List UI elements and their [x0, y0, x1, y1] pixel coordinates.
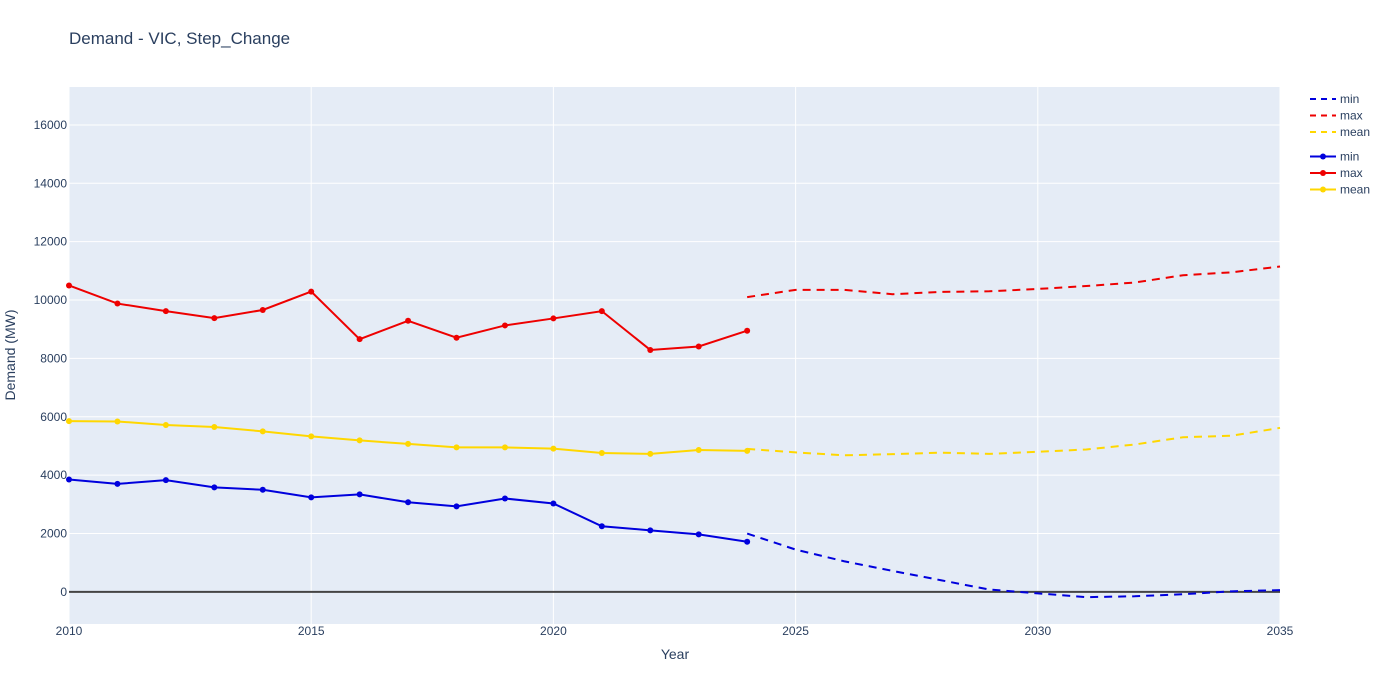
data-point: [211, 424, 218, 431]
data-point: [453, 334, 460, 341]
data-point: [598, 523, 605, 530]
legend-item-historical-max[interactable]: max: [1310, 166, 1363, 180]
series-historical-mean: [66, 418, 751, 457]
grid-lines: [68, 87, 1281, 624]
legend-item-projection-min[interactable]: min: [1310, 92, 1359, 106]
data-point: [501, 322, 508, 329]
data-point: [356, 437, 363, 444]
data-point: [550, 500, 557, 507]
legend-marker: [1320, 153, 1326, 160]
data-point: [695, 531, 702, 538]
data-point: [308, 494, 315, 501]
y-tick-label: 2000: [40, 527, 67, 541]
data-point: [647, 527, 654, 534]
x-tick-label: 2015: [298, 624, 325, 638]
data-point: [744, 327, 751, 334]
data-point: [162, 421, 169, 428]
data-point: [695, 343, 702, 350]
x-tick-label: 2030: [1024, 624, 1051, 638]
y-tick-label: 16000: [34, 118, 68, 132]
data-point: [695, 447, 702, 454]
x-axis-ticks: 2010 2015 2020 2025 2030 2035: [56, 624, 1294, 638]
y-axis-title: Demand (MW): [2, 309, 18, 400]
data-point: [405, 317, 412, 324]
x-tick-label: 2020: [540, 624, 567, 638]
x-axis-title: Year: [661, 646, 690, 662]
series-projection-mean: [747, 426, 1281, 457]
data-point: [647, 450, 654, 457]
data-point: [259, 428, 266, 435]
data-point: [356, 491, 363, 498]
series-historical-min: [66, 476, 751, 545]
legend-label: min: [1340, 150, 1359, 164]
legend-label: mean: [1340, 183, 1370, 197]
data-point: [405, 440, 412, 447]
y-tick-label: 8000: [40, 351, 67, 365]
data-point: [66, 476, 72, 483]
data-point: [501, 444, 508, 451]
x-tick-label: 2025: [782, 624, 809, 638]
data-point: [114, 418, 121, 425]
series-historical-max: [66, 282, 751, 353]
series-projection-min: [746, 532, 1281, 599]
data-point: [259, 306, 266, 313]
data-point: [308, 288, 315, 295]
data-point: [114, 300, 121, 307]
y-tick-label: 10000: [34, 293, 68, 307]
x-tick-label: 2010: [56, 624, 83, 638]
x-tick-label: 2035: [1267, 624, 1294, 638]
legend-item-historical-min[interactable]: min: [1310, 150, 1359, 164]
data-point: [66, 282, 72, 289]
data-point: [744, 447, 751, 454]
data-point: [308, 433, 315, 440]
data-point: [598, 449, 605, 456]
data-point: [453, 503, 460, 510]
data-point: [501, 495, 508, 502]
data-point: [211, 315, 218, 322]
legend[interactable]: min max mean min max mean: [1310, 92, 1370, 197]
legend-marker: [1320, 170, 1326, 176]
data-point: [162, 308, 169, 315]
data-point: [211, 484, 218, 491]
y-tick-label: 0: [60, 585, 67, 599]
legend-label: min: [1340, 92, 1359, 106]
legend-marker: [1320, 186, 1326, 193]
y-axis-ticks: 0 2000 4000 6000 8000 10000 12000 14000 16000: [34, 118, 68, 599]
series-layer: [66, 265, 1281, 599]
y-tick-label: 12000: [34, 235, 68, 249]
data-point: [598, 308, 605, 315]
data-point: [744, 538, 751, 545]
y-tick-label: 4000: [40, 468, 67, 482]
series-line: [747, 426, 1281, 457]
data-point: [356, 336, 363, 343]
legend-label: mean: [1340, 125, 1370, 139]
data-point: [647, 346, 654, 353]
y-tick-label: 14000: [34, 176, 68, 190]
y-tick-label: 6000: [40, 410, 67, 424]
series-projection-max: [747, 265, 1281, 299]
legend-label: max: [1340, 166, 1363, 180]
plot-area: [69, 87, 1280, 624]
data-point: [405, 499, 412, 506]
data-point: [114, 480, 121, 487]
data-point: [66, 418, 72, 425]
legend-item-historical-mean[interactable]: mean: [1310, 183, 1370, 197]
data-point: [162, 477, 169, 484]
series-line: [746, 532, 1281, 599]
data-point: [259, 486, 266, 493]
chart-title: Demand - VIC, Step_Change: [69, 29, 290, 48]
data-point: [550, 445, 557, 452]
legend-item-projection-mean[interactable]: mean: [1310, 125, 1370, 139]
series-line: [747, 265, 1281, 299]
legend-item-projection-max[interactable]: max: [1310, 109, 1363, 123]
data-point: [453, 444, 460, 451]
legend-label: max: [1340, 109, 1363, 123]
data-point: [550, 315, 557, 322]
